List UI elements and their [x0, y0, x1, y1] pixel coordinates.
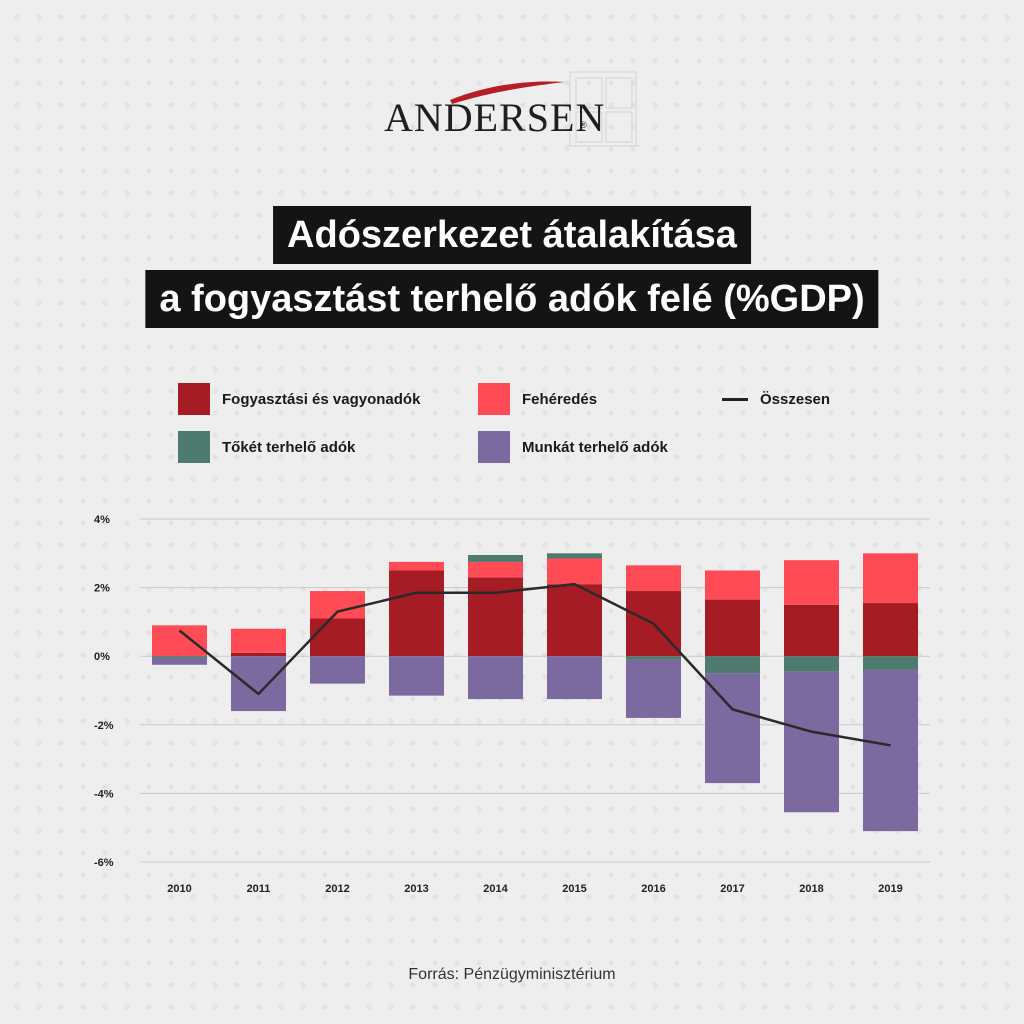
bar-capital-2010: [152, 656, 207, 658]
bar-capital-2016: [626, 656, 681, 660]
x-tick-label: 2015: [562, 883, 586, 895]
logo-swoosh-icon: [450, 71, 640, 147]
bar-capital-2019: [863, 656, 918, 670]
door-icon: [566, 71, 640, 147]
x-tick-label: 2016: [641, 883, 665, 895]
bar-labor-2016: [626, 659, 681, 718]
andersen-logo: ANDERSEN ®: [380, 70, 650, 150]
chart-x-labels: 2010 2011 2012 2013 2014 2015 2016 2017 2018 2019: [167, 883, 902, 895]
bar-whitening-2012: [310, 591, 365, 619]
bar-labor-2011: [231, 656, 286, 712]
legend-label-total: Összesen: [760, 390, 831, 408]
bar-labor-2018: [784, 671, 839, 813]
bar-whitening-2014: [468, 561, 523, 578]
y-tick-label: -6%: [94, 857, 114, 869]
legend-label-capital: Tőkét terhelő adók: [222, 438, 356, 456]
title-line-1: Adószerkezet átalakítása: [273, 206, 751, 264]
x-tick-label: 2017: [720, 883, 744, 895]
legend-swatch-whitening: [478, 383, 510, 415]
legend-label-whitening: Fehéredés: [522, 390, 598, 408]
bar-consumption-2014: [468, 577, 523, 657]
bar-labor-2015: [547, 656, 602, 700]
legend-swatch-total: [722, 397, 748, 401]
bar-labor-2019: [863, 669, 918, 832]
bar-consumption-2013: [389, 570, 444, 657]
bar-whitening-2013: [389, 561, 444, 571]
legend-whitening: Fehéredés: [478, 383, 597, 415]
bar-consumption-2017: [705, 599, 760, 657]
legend-label-labor: Munkát terhelő adók: [522, 438, 668, 456]
legend-consumption: Fogyasztási és vagyonadók: [178, 383, 420, 415]
chart-bars: [152, 553, 918, 832]
x-tick-label: 2013: [404, 883, 428, 895]
source-note: Forrás: Pénzügyminisztérium: [408, 966, 616, 983]
legend-swatch-consumption: [178, 383, 210, 415]
y-tick-label: -2%: [94, 720, 114, 732]
x-tick-label: 2018: [799, 883, 823, 895]
x-tick-label: 2019: [878, 883, 902, 895]
bar-whitening-2019: [863, 553, 918, 604]
legend-swatch-labor: [478, 431, 510, 463]
legend-capital: Tőkét terhelő adók: [178, 431, 355, 463]
bar-whitening-2015: [547, 558, 602, 585]
bar-whitening-2010: [152, 625, 207, 657]
legend-swatch-capital: [178, 431, 210, 463]
bar-consumption-2018: [784, 604, 839, 657]
bar-capital-2017: [705, 656, 760, 674]
bar-labor-2017: [705, 673, 760, 784]
bar-consumption-2012: [310, 618, 365, 657]
bar-consumption-2019: [863, 603, 918, 657]
x-tick-label: 2011: [247, 883, 271, 895]
x-tick-label: 2010: [167, 883, 191, 895]
bar-consumption-2011: [231, 652, 286, 657]
x-tick-label: 2012: [325, 883, 349, 895]
bar-whitening-2017: [705, 570, 760, 600]
x-tick-label: 2014: [483, 883, 508, 895]
bar-labor-2012: [310, 656, 365, 684]
bar-consumption-2015: [547, 584, 602, 657]
bar-whitening-2016: [626, 565, 681, 592]
bar-whitening-2011: [231, 628, 286, 653]
bar-capital-2014: [468, 555, 523, 562]
title-line-2: a fogyasztást terhelő adók felé (%GDP): [145, 270, 879, 328]
bar-labor-2010: [152, 657, 207, 665]
logo-text: ANDERSEN: [384, 95, 606, 140]
y-tick-label: 0%: [94, 651, 110, 663]
legend-labor: Munkát terhelő adók: [478, 431, 668, 463]
bar-capital-2015: [547, 553, 602, 559]
total-line: [178, 582, 891, 747]
bar-capital-2018: [784, 656, 839, 672]
legend-label-consumption: Fogyasztási és vagyonadók: [222, 390, 421, 408]
y-tick-label: -4%: [94, 788, 114, 800]
bar-labor-2014: [468, 656, 523, 700]
bar-whitening-2018: [784, 560, 839, 605]
legend-total: Összesen: [722, 383, 830, 415]
bar-labor-2013: [389, 656, 444, 696]
logo-registered-mark: ®: [580, 120, 587, 130]
y-tick-label: 4%: [94, 514, 110, 526]
chart-total-line-group: [178, 582, 891, 747]
y-tick-label: 2%: [94, 583, 110, 595]
